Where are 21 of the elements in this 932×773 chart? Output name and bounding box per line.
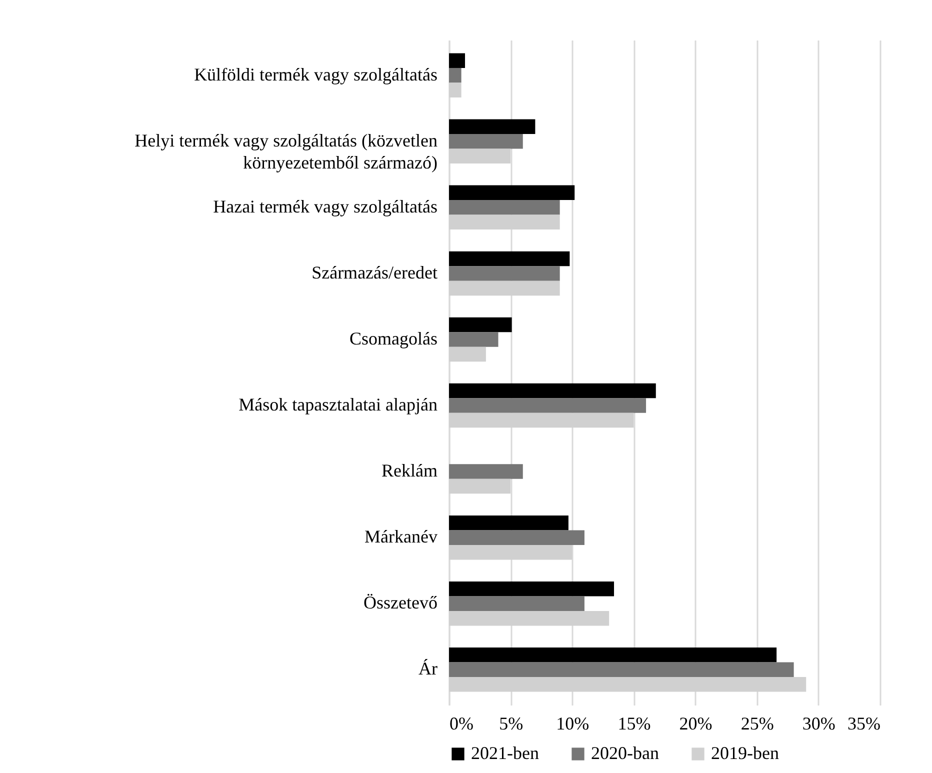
x-tick-label: 25% — [740, 714, 774, 734]
y-tick-label: Összetevő — [364, 592, 438, 613]
x-tick-label: 35% — [848, 714, 880, 734]
legend-label: 2019-ben — [711, 743, 779, 763]
x-tick-label: 20% — [679, 714, 712, 734]
x-tick-label: 30% — [802, 714, 836, 734]
y-tick-label: Származás/eredet — [312, 262, 438, 282]
y-tick-label: Márkanév — [364, 526, 438, 547]
y-tick-label: Mások tapasztalatai alapján — [238, 394, 438, 415]
legend-label: 2021-ben — [471, 743, 539, 763]
y-tick-label: Reklám — [382, 460, 438, 481]
legend-label: 2020-ban — [591, 743, 659, 763]
x-tick-label: 15% — [618, 714, 651, 734]
x-tick-label: 5% — [499, 714, 524, 734]
y-tick-label: Ár — [418, 658, 438, 679]
x-tick-label: 0% — [450, 714, 474, 734]
y-tick-label: Csomagolás — [350, 328, 438, 348]
x-tick-label: 10% — [556, 714, 590, 734]
y-tick-label: Helyi termék vagy szolgáltatás (közvetlen környezetemből származó) — [134, 130, 438, 172]
y-tick-label: Külföldi termék vagy szolgáltatás — [194, 64, 438, 84]
y-tick-label: Hazai termék vagy szolgáltatás — [213, 196, 438, 216]
